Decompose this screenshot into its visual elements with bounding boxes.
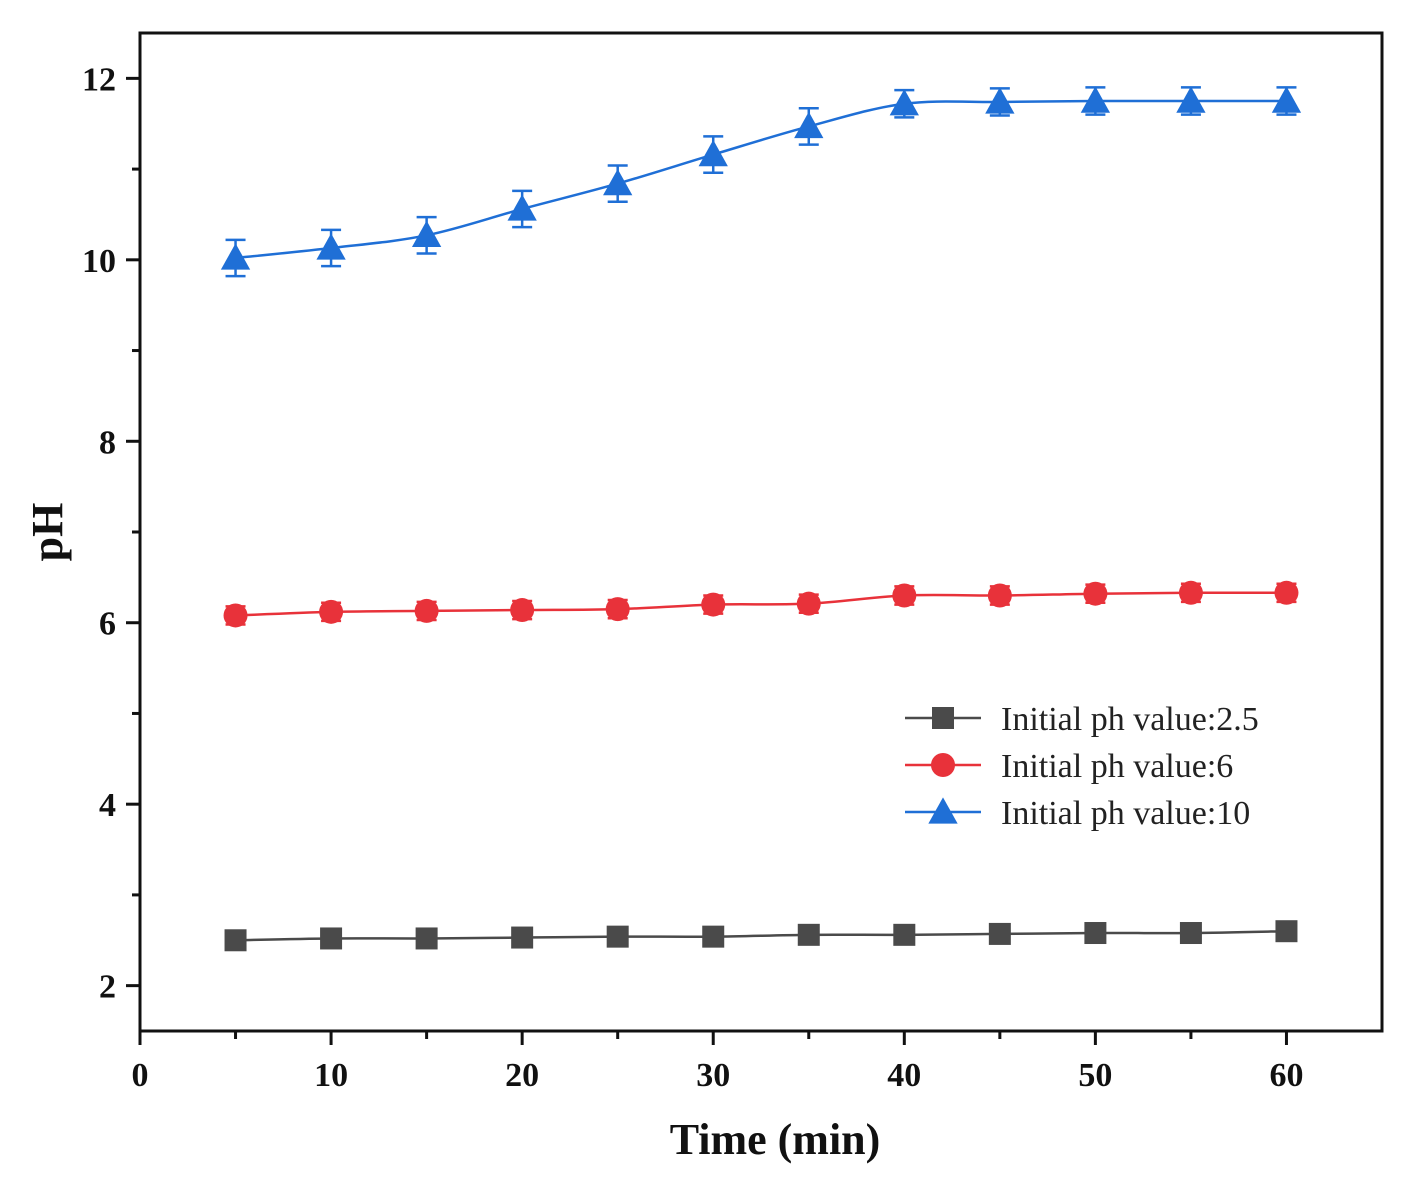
data-point <box>701 592 726 617</box>
data-point <box>889 89 919 116</box>
data-point <box>606 925 629 948</box>
y-tick-label: 10 <box>82 243 116 280</box>
data-point <box>985 87 1015 114</box>
data-point <box>414 598 439 623</box>
y-axis-title: pH <box>23 503 72 562</box>
data-point <box>893 923 916 946</box>
x-tick-label: 0 <box>132 1057 149 1094</box>
data-point <box>511 926 534 949</box>
plot-frame <box>138 31 1384 1033</box>
axis-ticks: 0 10 20 30 40 50 60 2 4 6 8 10 12 <box>82 61 1303 1094</box>
data-point <box>605 597 630 622</box>
data-point <box>1275 920 1298 943</box>
data-point <box>794 111 824 139</box>
data-point <box>224 929 247 952</box>
x-tick-label: 60 <box>1269 1057 1303 1094</box>
data-point <box>319 599 344 624</box>
y-tick-label: 8 <box>99 424 116 461</box>
data-point <box>411 220 442 247</box>
data-point <box>797 923 820 946</box>
data-point <box>1083 581 1108 606</box>
data-point <box>892 583 917 608</box>
y-tick-label: 2 <box>99 969 116 1006</box>
data-point <box>1084 922 1107 945</box>
legend: Initial ph value:2.5 Initial ph value:6 In… <box>905 701 1259 832</box>
data-point <box>223 603 248 628</box>
legend-marker <box>931 753 955 777</box>
data-point <box>1271 86 1302 113</box>
series-line <box>235 929 1287 942</box>
legend-label: Initial ph value:10 <box>1001 795 1250 832</box>
data-point <box>603 168 633 196</box>
data-point <box>220 243 251 270</box>
x-tick-label: 20 <box>505 1057 539 1094</box>
data-point <box>1274 580 1299 605</box>
y-tick-label: 4 <box>99 787 116 824</box>
data-point <box>1176 86 1206 113</box>
legend-label: Initial ph value:2.5 <box>1001 701 1259 738</box>
data-point <box>320 927 343 950</box>
data-point <box>796 591 821 616</box>
data-point <box>1080 86 1111 113</box>
series-line <box>235 99 1287 260</box>
data-point <box>316 233 346 260</box>
data-point <box>988 922 1011 945</box>
series-2 <box>223 580 1299 628</box>
data-point <box>1178 580 1203 605</box>
x-tick-label: 30 <box>696 1057 730 1094</box>
data-point <box>702 925 725 948</box>
series-layer <box>220 86 1302 952</box>
data-point <box>1179 922 1202 945</box>
data-point <box>987 583 1012 608</box>
data-point <box>415 927 438 950</box>
x-tick-label: 40 <box>887 1057 921 1094</box>
series-3 <box>220 86 1302 278</box>
series-1 <box>224 920 1298 952</box>
x-tick-label: 50 <box>1078 1057 1112 1094</box>
x-axis-title: Time (min) <box>670 1115 881 1164</box>
y-tick-label: 12 <box>82 61 116 98</box>
x-tick-label: 10 <box>314 1057 348 1094</box>
y-tick-label: 6 <box>99 606 116 643</box>
series-line <box>235 591 1287 617</box>
legend-marker <box>932 707 954 729</box>
data-point <box>510 598 535 623</box>
legend-marker <box>928 797 958 824</box>
data-point <box>698 139 728 167</box>
legend-label: Initial ph value:6 <box>1001 748 1233 785</box>
data-point <box>507 194 537 221</box>
